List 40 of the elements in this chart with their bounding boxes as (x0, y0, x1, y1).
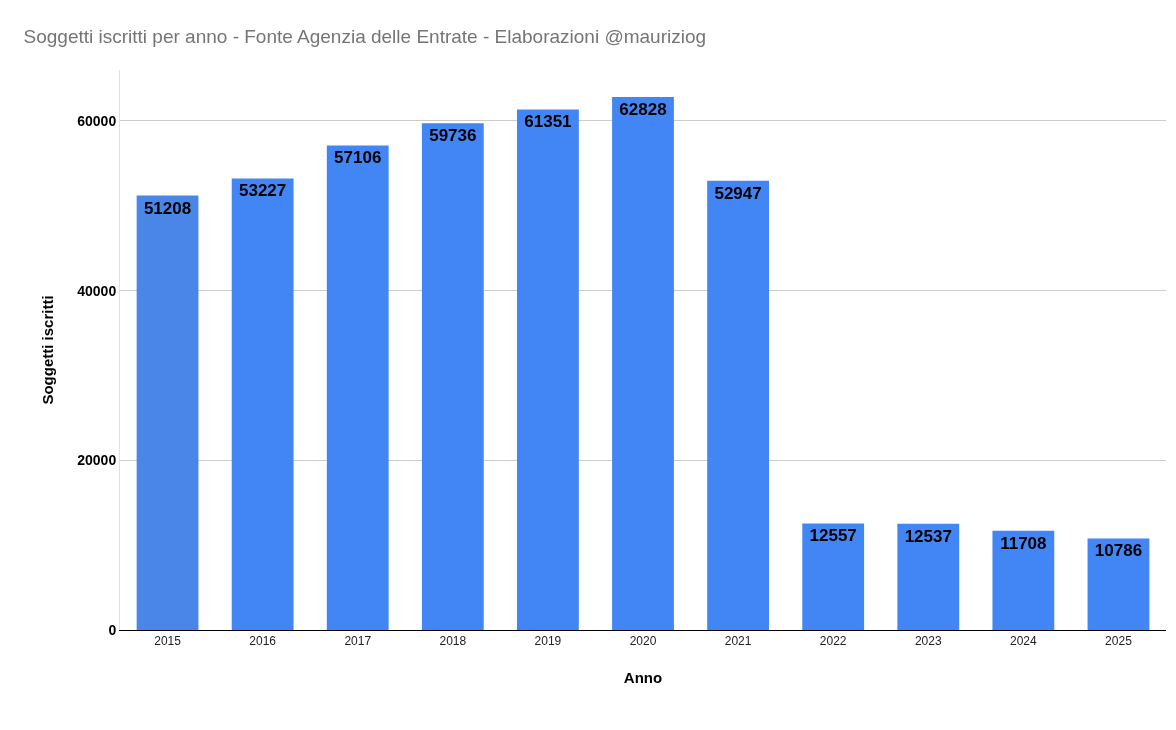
x-tick-label: 2018 (439, 634, 467, 649)
bar (1087, 538, 1150, 630)
x-axis-title: Anno (623, 669, 663, 687)
data-label: 12537 (904, 526, 952, 546)
bar (421, 123, 484, 630)
data-label: 61351 (524, 112, 572, 132)
data-label: 51208 (143, 198, 192, 218)
y-tick-label: 20000 (77, 452, 117, 469)
data-label: 11708 (1000, 533, 1047, 553)
data-label: 53227 (238, 181, 287, 201)
x-tick-label: 2022 (819, 634, 847, 649)
y-axis-title: Soggetti iscritti (38, 295, 56, 405)
y-tick-label: 0 (108, 621, 117, 638)
x-tick-label: 2019 (534, 634, 562, 649)
y-tick-label: 40000 (77, 282, 117, 299)
x-tick-label: 2023 (914, 634, 942, 649)
y-tick-label: 60000 (77, 112, 117, 129)
chart-title: Soggetti iscritti per anno - Fonte Agenzia delle Entrate - Elaborazioni @mauriziog (23, 25, 707, 47)
data-label: 52947 (714, 183, 762, 203)
bar (326, 145, 389, 630)
data-label: 12557 (809, 526, 857, 546)
bar (517, 109, 579, 630)
data-label: 10786 (1094, 541, 1143, 561)
bar (136, 195, 199, 630)
x-tick-label: 2017 (344, 634, 372, 649)
x-tick-label: 2025 (1105, 634, 1133, 649)
bar (992, 530, 1055, 630)
data-label: 62828 (619, 99, 667, 119)
x-tick-label: 2024 (1010, 634, 1038, 649)
bar (707, 180, 769, 630)
data-label: 57106 (334, 148, 382, 168)
x-tick-label: 2016 (249, 634, 277, 649)
x-tick-label: 2015 (154, 634, 182, 649)
x-tick-label: 2020 (629, 634, 657, 649)
bar (897, 523, 960, 630)
data-label: 59736 (429, 126, 477, 146)
bar (612, 96, 674, 630)
bar (231, 178, 294, 630)
x-tick-label: 2021 (724, 634, 752, 649)
bar (802, 523, 865, 630)
